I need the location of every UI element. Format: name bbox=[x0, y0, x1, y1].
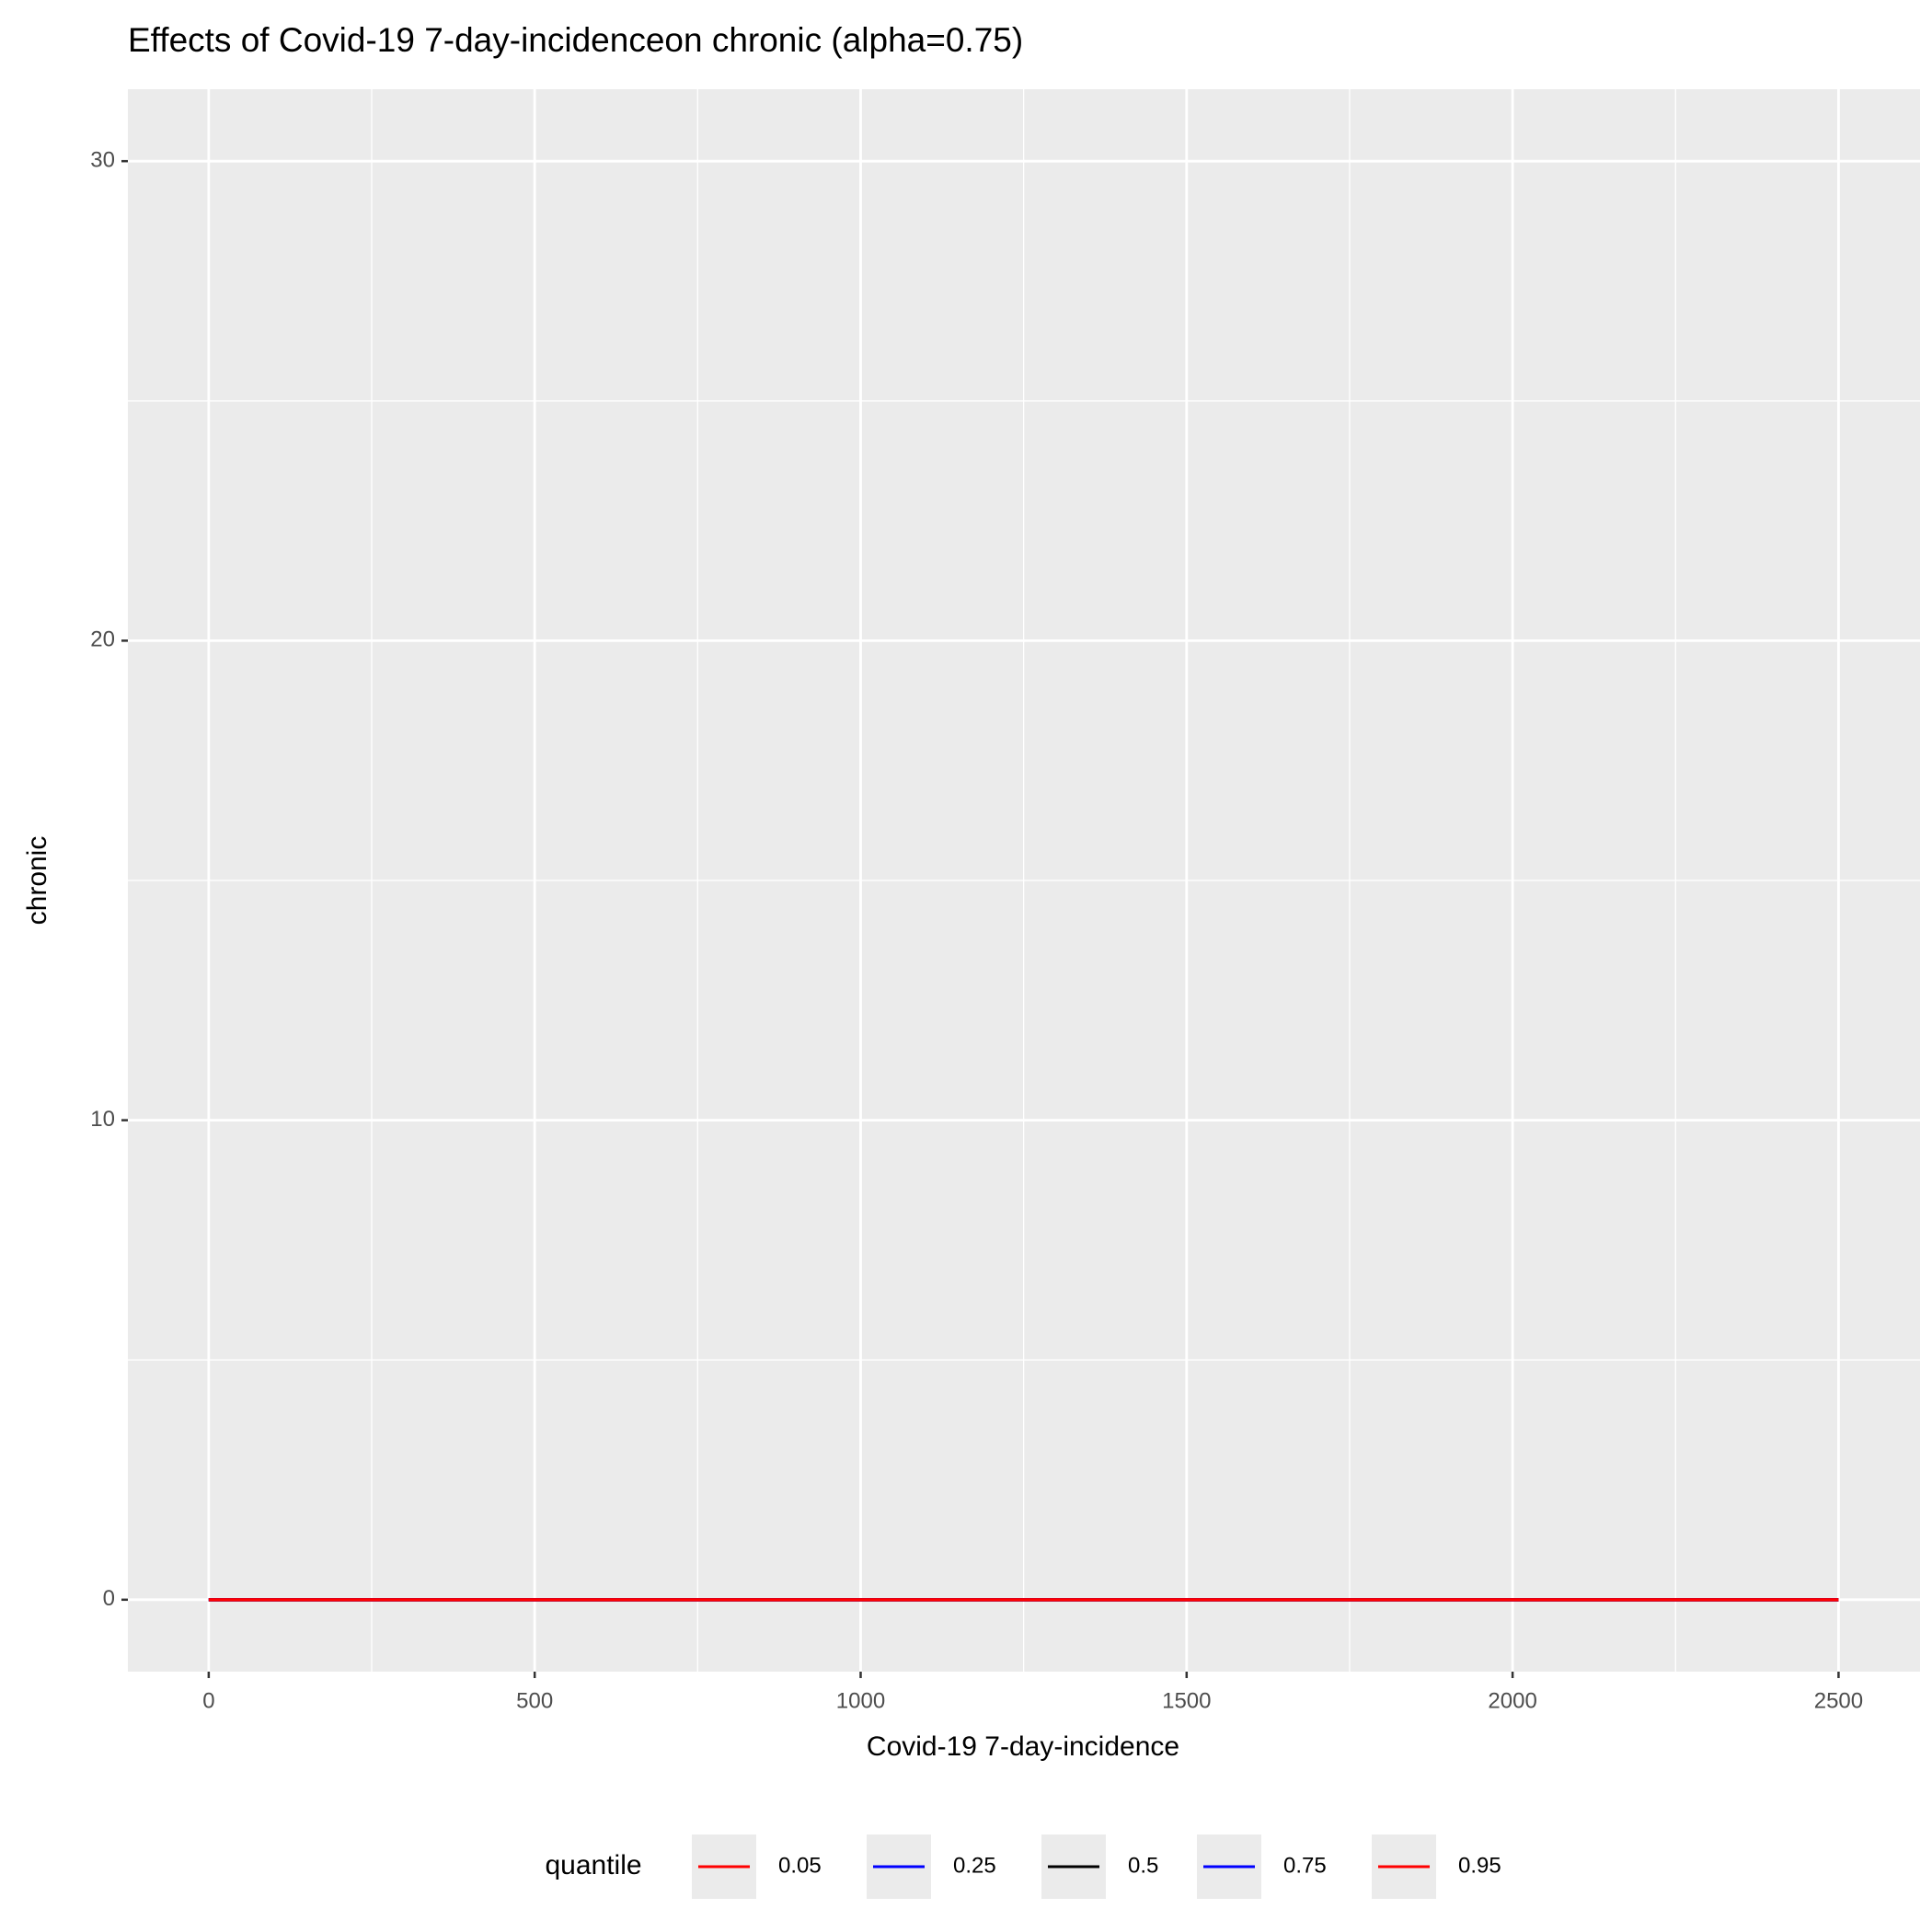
x-tick-label: 2000 bbox=[1488, 1688, 1536, 1713]
legend-label: 0.75 bbox=[1283, 1853, 1327, 1878]
y-tick-label: 30 bbox=[90, 148, 115, 173]
chart-title: Effects of Covid-19 7-day-incidenceon ch… bbox=[128, 21, 1023, 59]
legend-label: 0.05 bbox=[778, 1853, 822, 1878]
x-tick-label: 0 bbox=[202, 1688, 214, 1713]
x-tick-label: 500 bbox=[516, 1688, 553, 1713]
legend-label: 0.5 bbox=[1128, 1853, 1158, 1878]
x-tick-label: 2500 bbox=[1814, 1688, 1863, 1713]
y-tick-label: 20 bbox=[90, 627, 115, 652]
y-axis-title: chronic bbox=[22, 836, 52, 926]
y-tick-label: 10 bbox=[90, 1107, 115, 1132]
legend-label: 0.95 bbox=[1458, 1853, 1501, 1878]
legend-title: quantile bbox=[545, 1850, 641, 1880]
y-tick-label: 0 bbox=[103, 1586, 115, 1611]
legend-label: 0.25 bbox=[953, 1853, 996, 1878]
x-tick-label: 1500 bbox=[1162, 1688, 1211, 1713]
x-tick-label: 1000 bbox=[836, 1688, 885, 1713]
x-axis-title: Covid-19 7-day-incidence bbox=[867, 1731, 1179, 1762]
